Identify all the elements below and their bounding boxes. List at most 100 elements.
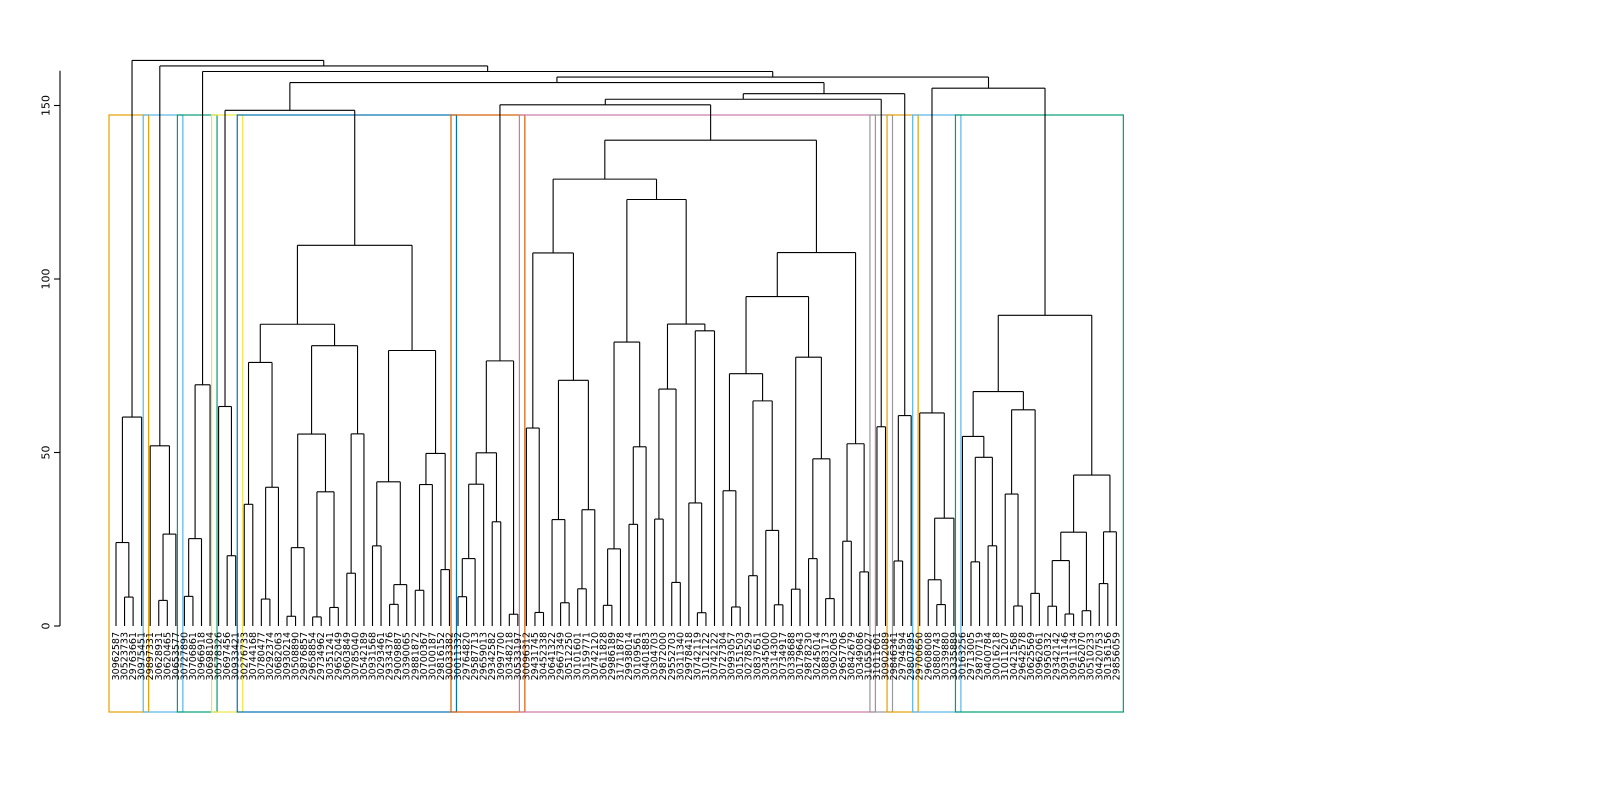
leaf-label: 30033382 xyxy=(444,632,455,680)
leaf-label: 30351241 xyxy=(325,632,336,680)
leaf-label: 30304703 xyxy=(650,632,661,680)
cluster-box xyxy=(518,114,877,713)
leaf-label: 30421568 xyxy=(1009,632,1020,680)
leaf-label: 30278529 xyxy=(744,632,755,680)
leaf-label: 29816152 xyxy=(436,632,447,680)
leaf-label: 30179643 xyxy=(795,632,806,680)
leaf-label: 30611828 xyxy=(598,632,609,680)
leaf-label: 30682063 xyxy=(273,632,284,680)
leaf-label: 30159771 xyxy=(581,632,592,680)
cluster-box xyxy=(108,114,150,713)
leaf-label: 30292374 xyxy=(265,632,276,680)
cluster-box xyxy=(450,114,526,713)
leaf-label: 30339880 xyxy=(940,632,951,680)
cluster-box xyxy=(912,114,962,713)
leaf-label: 29986189 xyxy=(607,632,618,680)
leaf-label: 30628931 xyxy=(154,632,165,680)
leaf-label: 30950332 xyxy=(1043,632,1054,680)
leaf-label: 29659013 xyxy=(479,632,490,680)
leaf-labels: 3096258730523733297636613097545129897331… xyxy=(111,632,1122,680)
leaf-label: 30011332 xyxy=(453,632,464,680)
leaf-label: 30452338 xyxy=(539,632,550,680)
leaf-label: 30562070 xyxy=(1077,632,1088,680)
leaf-label: 30975451 xyxy=(137,632,148,680)
leaf-label: 29587713 xyxy=(470,632,481,680)
leaf-label: 30931568 xyxy=(368,632,379,680)
leaf-label: 30335889 xyxy=(949,632,960,680)
leaf-label: 30603849 xyxy=(342,632,353,680)
leaf-label: 30883173 xyxy=(821,632,832,680)
leaf-label: 30338688 xyxy=(786,632,797,680)
leaf-label: 30880743 xyxy=(932,632,943,680)
leaf-label: 29642578 xyxy=(1017,632,1028,680)
leaf-label: 29431745 xyxy=(530,632,541,680)
leaf-label: 30962061 xyxy=(1034,632,1045,680)
leaf-label: 30641322 xyxy=(547,632,558,680)
leaf-label: 30136156 xyxy=(1103,632,1114,680)
leaf-label: 29978418 xyxy=(684,632,695,680)
leaf-label: 29652049 xyxy=(333,632,344,680)
leaf-label: 30542189 xyxy=(359,632,370,680)
leaf-label: 30314300 xyxy=(769,632,780,680)
cluster-box xyxy=(211,114,244,713)
leaf-label: 29658854 xyxy=(308,632,319,680)
leaf-label: 29878230 xyxy=(804,632,815,680)
leaf-label: 29938014 xyxy=(624,632,635,680)
leaf-label: 30101601 xyxy=(573,632,584,680)
leaf-label: 30902089 xyxy=(881,632,892,680)
y-tick-label: 50 xyxy=(40,446,53,460)
leaf-label: 29764820 xyxy=(462,632,473,680)
leaf-label: 30100187 xyxy=(427,632,438,680)
y-tick-label: 100 xyxy=(40,269,53,290)
leaf-label: 30096312 xyxy=(521,632,532,680)
leaf-label: 31055027 xyxy=(863,632,874,680)
cluster-box xyxy=(142,114,184,713)
cluster-boxes xyxy=(108,114,1124,713)
y-tick-label: 150 xyxy=(40,95,53,116)
leaf-label: 29713005 xyxy=(966,632,977,680)
leaf-label: 30390065 xyxy=(402,632,413,680)
leaf-label: 30400784 xyxy=(983,632,994,680)
leaf-label: 30785040 xyxy=(350,632,361,680)
leaf-label: 30349086 xyxy=(855,632,866,680)
cluster-box xyxy=(236,114,458,713)
cluster-box xyxy=(954,114,1124,713)
leaf-label: 30700367 xyxy=(419,632,430,680)
leaf-label: 30653577 xyxy=(171,632,182,680)
leaf-label: 31711878 xyxy=(615,632,626,680)
dendrogram-tree xyxy=(115,59,1117,626)
leaf-label: 30401883 xyxy=(641,632,652,680)
leaf-label: 29897331 xyxy=(145,632,156,680)
leaf-label: 30742122 xyxy=(710,632,721,680)
leaf-label: 30245014 xyxy=(812,632,823,680)
leaf-label: 30508890 xyxy=(291,632,302,680)
leaf-label: 30533197 xyxy=(513,632,524,680)
leaf-label: 30109561 xyxy=(633,632,644,680)
leaf-label: 30706861 xyxy=(188,632,199,680)
leaf-label: 30842679 xyxy=(846,632,857,680)
leaf-label: 29342582 xyxy=(487,632,498,680)
leaf-label: 30962587 xyxy=(111,632,122,680)
leaf-label: 30348218 xyxy=(504,632,515,680)
leaf-label: 30993057 xyxy=(727,632,738,680)
leaf-label: 30016218 xyxy=(992,632,1003,680)
leaf-label: 30933421 xyxy=(231,632,242,680)
leaf-label: 29872000 xyxy=(658,632,669,680)
leaf-label: 30345000 xyxy=(761,632,772,680)
leaf-label: 30293461 xyxy=(376,632,387,680)
leaf-label: 29870719 xyxy=(975,632,986,680)
leaf-label: 30837651 xyxy=(752,632,763,680)
leaf-label: 30151503 xyxy=(735,632,746,680)
leaf-label: 31011601 xyxy=(872,632,883,680)
leaf-label: 29700650 xyxy=(915,632,926,680)
y-axis: 0 50 100 150 xyxy=(40,70,61,630)
leaf-label: 30911134 xyxy=(1069,632,1080,680)
leaf-label: 30625569 xyxy=(1026,632,1037,680)
leaf-label: 29342142 xyxy=(1052,632,1063,680)
leaf-label: 30578326 xyxy=(214,632,225,680)
leaf-label: 30742119 xyxy=(692,632,703,680)
leaf-label: 30697456 xyxy=(222,632,233,680)
leaf-label: 29657706 xyxy=(838,632,849,680)
leaf-label: 30620465 xyxy=(162,632,173,680)
